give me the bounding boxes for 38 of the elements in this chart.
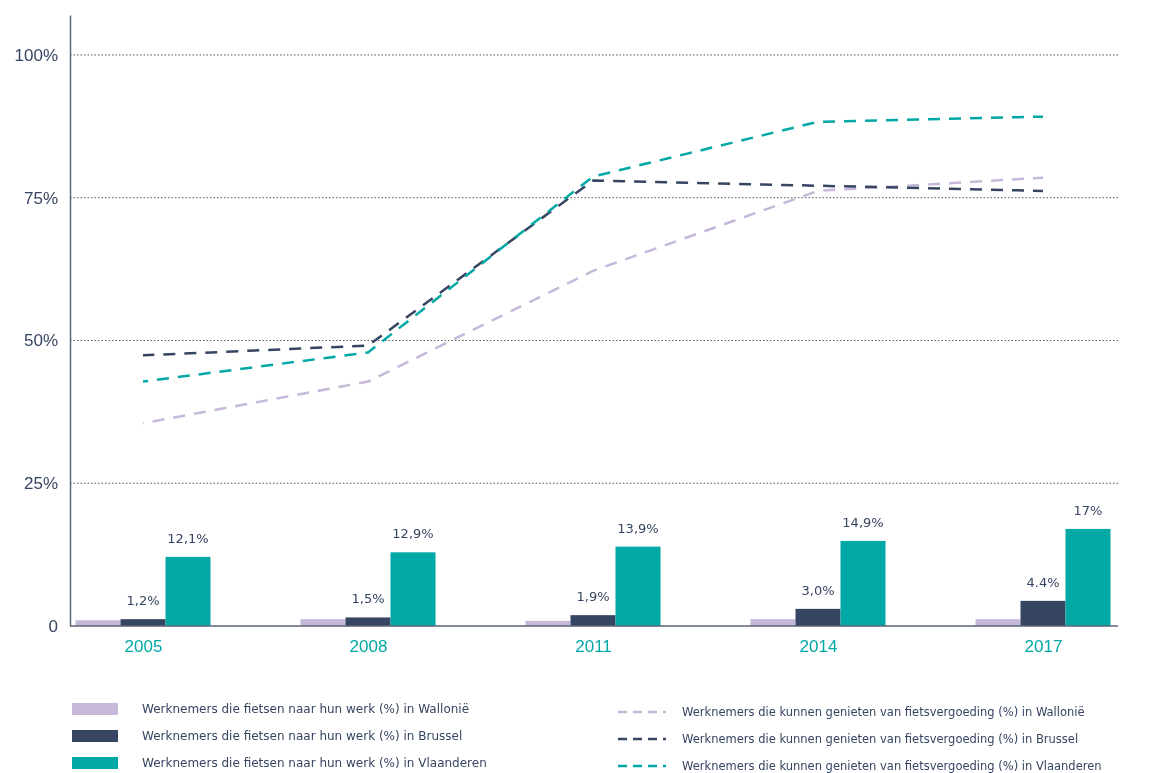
legend-label: Werknemers die fietsen naar hun werk (%) in Vlaanderen [142,756,487,770]
x-tick-label: 2011 [575,637,612,657]
y-tick-label: 100% [14,45,58,65]
bar [615,546,661,626]
x-tick-label: 2017 [1024,637,1063,657]
data-label: 3,0% [801,582,835,598]
y-tick-label: 75% [23,188,58,208]
data-label: 12,9% [392,526,434,542]
x-tick-label: 2005 [124,637,163,657]
data-label: 13,9% [617,520,659,536]
data-label: 1,9% [576,589,610,605]
line-series [141,176,1045,425]
y-tick-label: 0 [48,616,58,636]
bar [390,552,436,626]
data-label: 14,9% [842,514,884,530]
legend-label: Werknemers die fietsen naar hun werk (%) in Brussel [142,729,463,743]
bar [570,615,616,626]
legend-label: Werknemers die fietsen naar hun werk (%) in Wallonië [142,702,470,716]
bar [345,617,391,626]
y-tick-label: 50% [23,331,58,351]
legend-label: Werknemers die kunnen genieten van fietsvergoeding (%) in Vlaanderen [682,759,1102,773]
line-series [141,115,1045,383]
bar [1065,528,1111,626]
bar [165,556,211,626]
data-label: 17% [1073,502,1103,518]
data-label: 1,5% [351,591,385,607]
data-label: 1,2% [126,593,160,609]
legend-label: Werknemers die kunnen genieten van fietsvergoeding (%) in Wallonië [682,705,1085,719]
x-tick-label: 2014 [799,637,838,657]
legend-label: Werknemers die kunnen genieten van fietsvergoeding (%) in Brussel [682,732,1079,746]
x-tick-label: 2008 [349,637,388,657]
bar [840,540,886,626]
line-series [141,179,1045,357]
data-label: 4.4% [1026,574,1060,590]
data-label: 12,1% [167,530,209,546]
y-tick-label: 25% [23,474,58,494]
bar [795,608,841,626]
bar [1020,600,1066,626]
